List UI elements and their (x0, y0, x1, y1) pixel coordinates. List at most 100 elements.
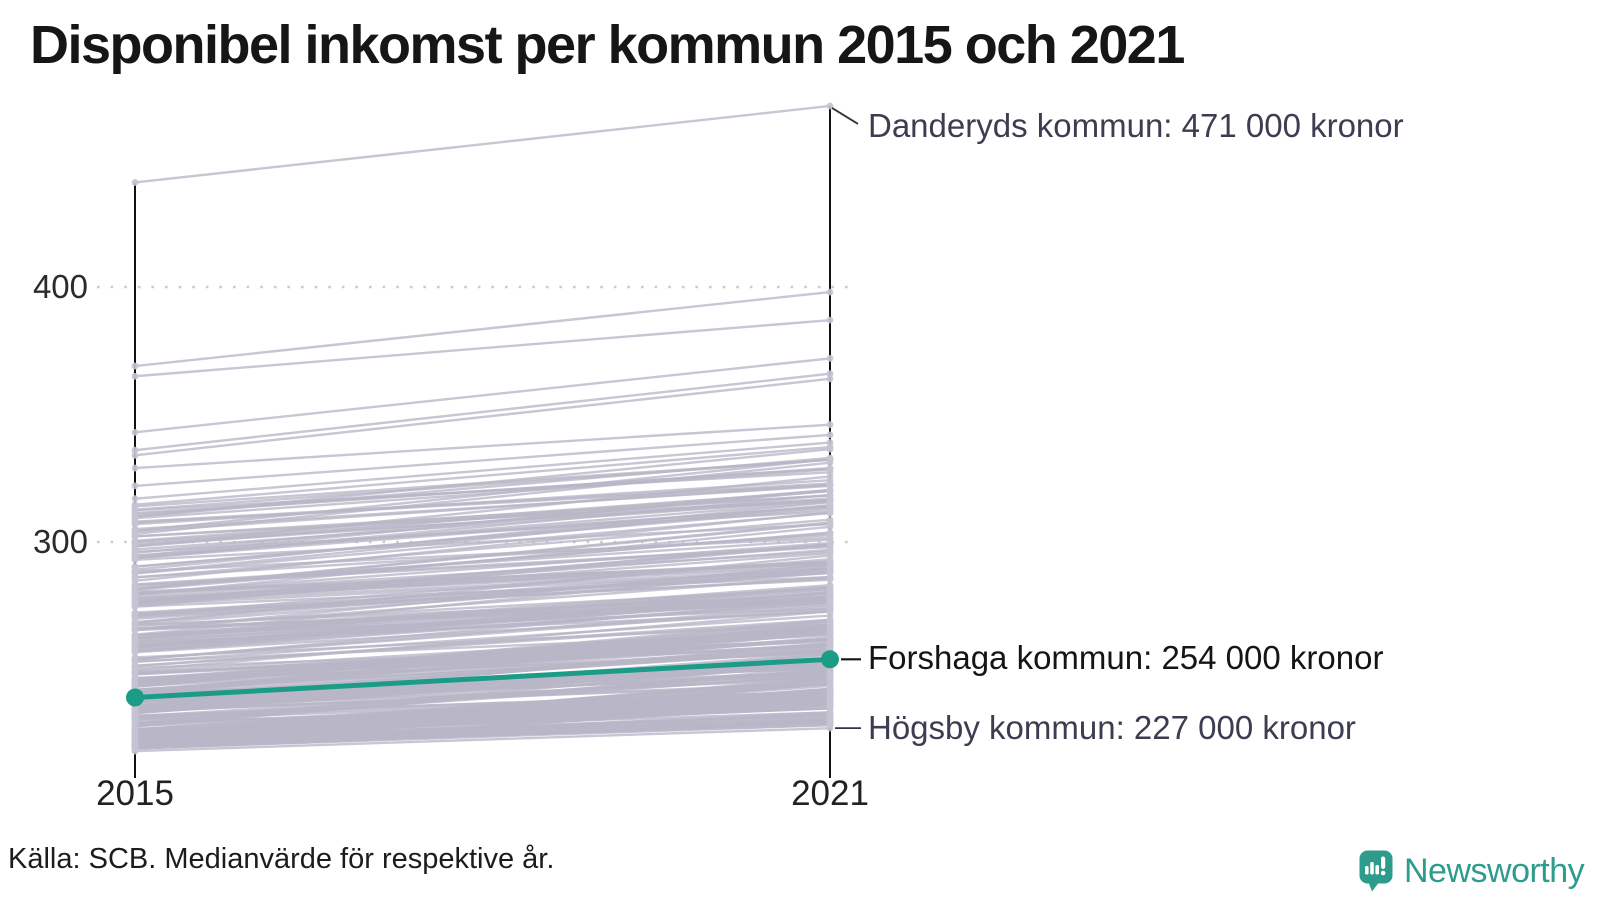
slope-line (134, 603, 831, 649)
y-axis-tick-300: 300 (32, 523, 88, 560)
slope-line (134, 690, 831, 717)
data-point-dot (826, 454, 834, 462)
slope-line (134, 688, 831, 750)
slope-line-highlighted (134, 656, 831, 701)
data-point-dot (826, 445, 834, 453)
slope-line (134, 726, 831, 753)
slope-line (134, 723, 831, 750)
data-point-dot (826, 724, 834, 732)
data-point-dot (826, 316, 834, 324)
slope-line (134, 441, 831, 500)
slope-line (134, 357, 831, 434)
slope-line (134, 503, 831, 575)
data-point-dot (826, 585, 834, 593)
data-point-dot (131, 634, 139, 642)
slope-line (134, 614, 831, 664)
data-point-dot (131, 581, 139, 589)
data-point-dot (826, 531, 834, 539)
slope-line (134, 571, 831, 626)
data-point-dot (826, 589, 834, 597)
data-point-dot (131, 518, 139, 526)
newsworthy-logo-text: Newsworthy (1404, 851, 1585, 890)
data-point-dot (131, 495, 139, 503)
slope-line (134, 592, 831, 640)
data-point-dot (131, 549, 139, 557)
data-point-dot (826, 635, 834, 643)
data-point-dot (131, 720, 139, 728)
data-point-dot (826, 698, 834, 706)
data-point-dot (131, 648, 139, 656)
data-point-dot (131, 446, 139, 454)
data-point-dot (131, 727, 139, 735)
slope-line (134, 674, 831, 724)
data-point-dot (131, 747, 139, 755)
data-point-dot (826, 555, 834, 563)
data-point-dot (131, 612, 139, 620)
slope-line (134, 567, 831, 624)
slope-line (134, 433, 831, 488)
slope-line (134, 595, 831, 632)
slope-line (134, 587, 831, 628)
slope-line (134, 623, 831, 659)
slope-line (134, 372, 831, 452)
y-axis-tick-400: 400 (32, 268, 88, 305)
data-point-dot (131, 372, 139, 380)
data-point-dot (826, 575, 834, 582)
data-point-dot (826, 487, 834, 495)
slope-line (134, 445, 831, 506)
slope-line (134, 533, 831, 579)
data-point-dot (826, 466, 834, 473)
slope-line (134, 458, 831, 533)
slope-line (134, 544, 831, 587)
data-point-dot (826, 375, 834, 383)
data-point-dot (826, 355, 834, 362)
slope-line (134, 104, 831, 184)
data-point-dot (826, 569, 834, 577)
slope-line (134, 565, 831, 601)
newsworthy-speech-bubble-icon (1359, 850, 1393, 892)
slope-line (134, 423, 831, 470)
slope-line (134, 558, 831, 617)
data-point-dot (131, 563, 139, 571)
annotation-hogsby: Högsby kommun: 227 000 kronor (868, 709, 1356, 747)
data-point-dot (826, 519, 834, 526)
newsworthy-logo: Newsworthy (1359, 850, 1585, 892)
data-point-dot (826, 505, 834, 513)
data-point-dot (826, 288, 834, 296)
slope-line (134, 468, 831, 520)
data-point-dot (826, 670, 834, 678)
slope-line (134, 290, 831, 368)
data-point-dot (131, 525, 139, 533)
data-point-dot (131, 179, 139, 186)
data-point-dot (826, 421, 834, 429)
data-point-dot (131, 655, 139, 663)
highlight-dot-2015 (126, 688, 144, 707)
data-point-dot (131, 464, 139, 472)
x-axis-label-2015: 2015 (96, 774, 174, 813)
data-point-dot (131, 573, 139, 581)
data-point-dot (826, 480, 834, 487)
slope-line (134, 543, 831, 603)
data-point-dot (826, 431, 834, 439)
data-point-dot (131, 451, 139, 459)
slope-line (134, 607, 831, 661)
data-point-dot (826, 679, 834, 687)
data-point-dot (826, 601, 834, 609)
slope-line (134, 489, 831, 554)
slope-line (134, 489, 831, 542)
annotation-danderyd: Danderyds kommun: 471 000 kronor (868, 107, 1404, 145)
data-point-dot (131, 428, 139, 436)
slope-line (134, 482, 831, 523)
connector-danderyd (831, 107, 859, 125)
slope-line (134, 666, 831, 728)
slope-line (134, 648, 831, 691)
slope-line (134, 620, 831, 668)
slope-line (134, 484, 831, 531)
data-point-dot (131, 362, 139, 370)
data-point-dot (826, 710, 834, 718)
data-point-dot (131, 643, 139, 651)
data-point-dot (131, 482, 139, 490)
data-point-dot (131, 513, 139, 520)
